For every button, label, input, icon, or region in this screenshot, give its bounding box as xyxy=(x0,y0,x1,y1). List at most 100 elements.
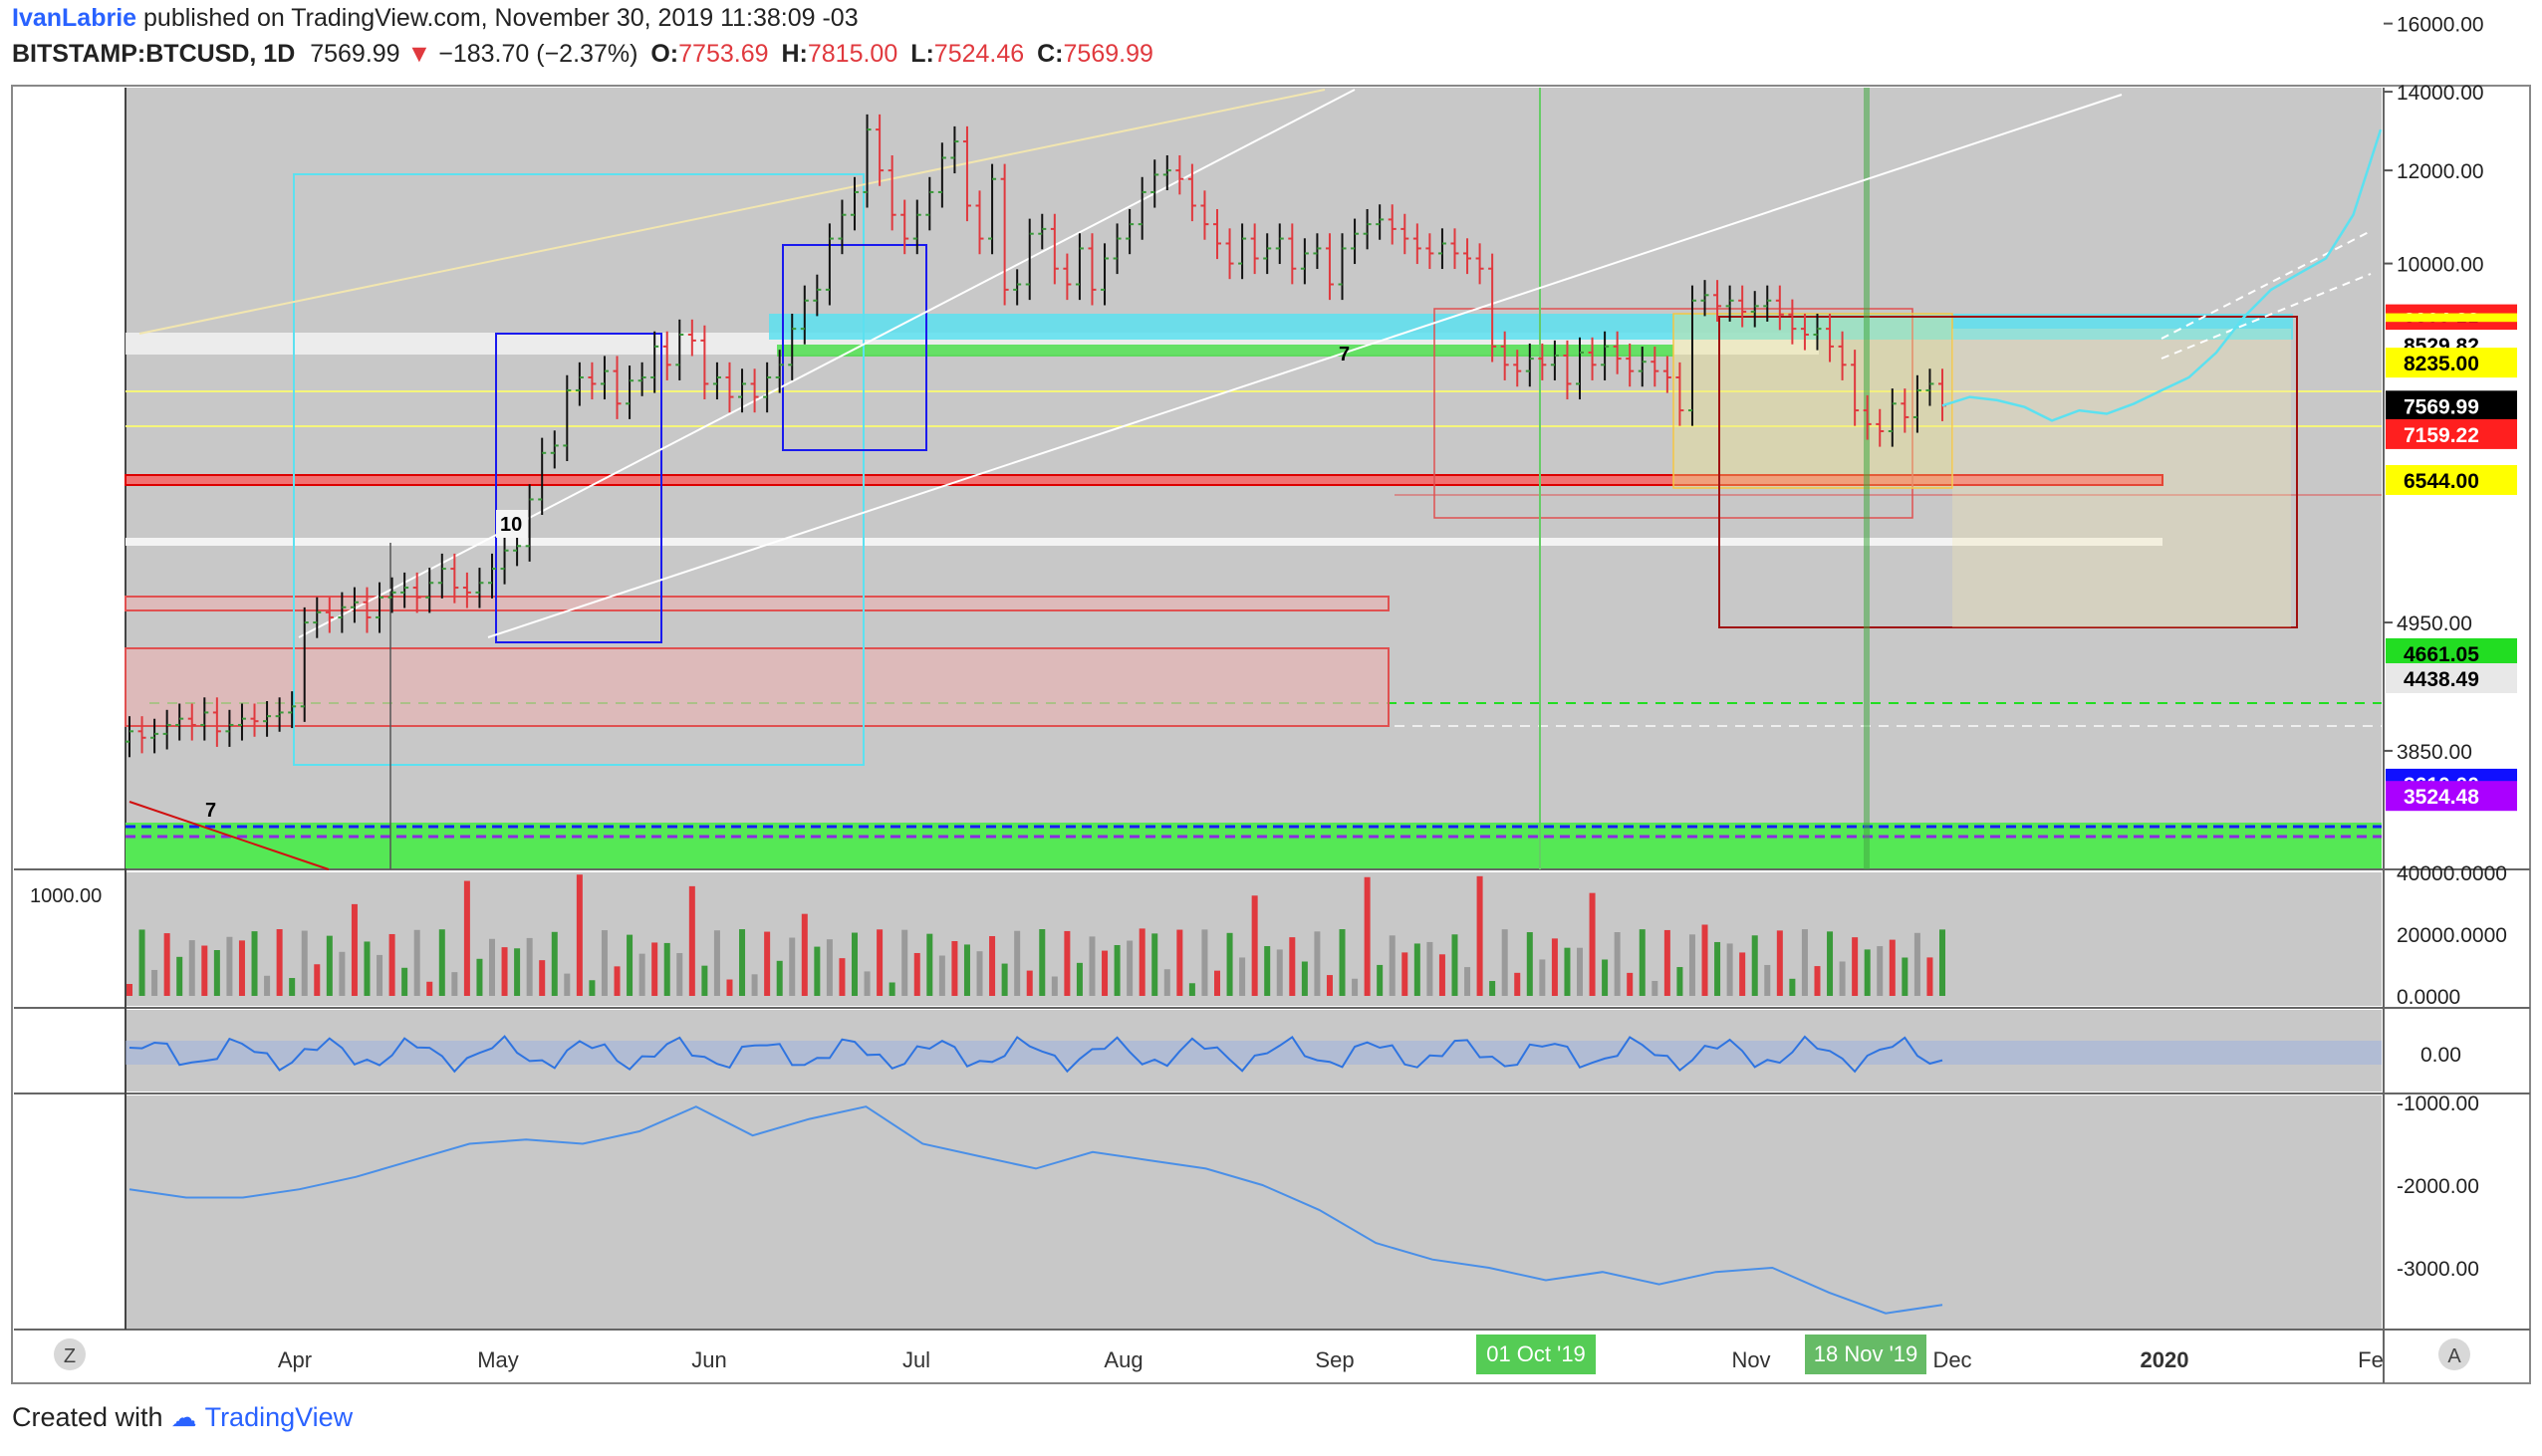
price-label: 8235.00 xyxy=(2404,353,2479,375)
volume-bar xyxy=(1214,970,1220,996)
volume-bar xyxy=(501,947,508,996)
volume-bar xyxy=(289,978,296,996)
created-with-text: Created with xyxy=(12,1402,163,1432)
obv-tick-label: -2000.00 xyxy=(2397,1175,2479,1198)
volume-tick-label: 0.0000 xyxy=(2397,986,2460,1009)
nov-marker-text: 18 Nov '19 xyxy=(1814,1341,1918,1366)
obv-tick-label: -1000.00 xyxy=(2397,1092,2479,1115)
price-change: −183.70 (−2.37%) xyxy=(438,40,638,68)
volume-bar xyxy=(889,982,895,996)
volume-bar xyxy=(476,958,483,996)
volume-bar xyxy=(438,929,445,996)
price-label: 7569.99 xyxy=(2404,395,2479,418)
obv-pane xyxy=(126,1095,2382,1329)
price-axis[interactable]: 16000.00 14000.00 12000.00 10000.00 4950.00 3… xyxy=(2384,14,2484,764)
price-labels: 8964.888809.558662.668529.828235.007569.… xyxy=(2386,304,2517,812)
volume-bar xyxy=(877,929,884,996)
volume-bar xyxy=(963,944,970,996)
volume-bar xyxy=(413,929,420,996)
volume-bar xyxy=(1739,952,1746,996)
tradingview-link[interactable]: TradingView xyxy=(204,1402,354,1432)
volume-bar xyxy=(651,942,658,996)
volume-bar xyxy=(1551,938,1558,996)
volume-bar xyxy=(764,931,771,996)
volume-bar xyxy=(1151,933,1158,996)
volume-bar xyxy=(339,951,346,996)
projection-line xyxy=(1941,128,2383,422)
volume-bar xyxy=(627,934,634,996)
volume-bar xyxy=(539,960,546,996)
symbol-label[interactable]: BITSTAMP:BTCUSD, 1D xyxy=(12,40,296,68)
volume-tick-label: 40000.0000 xyxy=(2397,862,2507,885)
low-value: 7524.46 xyxy=(933,40,1025,68)
volume-bar xyxy=(1163,969,1170,996)
measure-box-cyan xyxy=(293,173,865,766)
volume-bar xyxy=(1364,876,1371,996)
auto-scale-button-label: A xyxy=(2447,1345,2461,1367)
volume-bar xyxy=(1264,946,1271,996)
volume-bar xyxy=(551,931,558,996)
volume-bar xyxy=(1801,929,1808,996)
volume-bar xyxy=(1776,930,1783,996)
x-tick-label: 2020 xyxy=(2141,1347,2189,1372)
volume-bar xyxy=(1688,934,1695,996)
volume-bar xyxy=(726,979,733,996)
volume-bar xyxy=(814,946,821,996)
volume-bar xyxy=(1539,959,1546,996)
volume-bar xyxy=(1076,962,1083,996)
volume-bar xyxy=(1239,957,1246,996)
volume-bar xyxy=(1476,875,1483,996)
volume-bar xyxy=(614,966,621,996)
volume-bar xyxy=(1827,931,1834,996)
price-label-badge xyxy=(2386,781,2517,812)
volume-bar xyxy=(1276,949,1283,996)
volume-bar xyxy=(1289,937,1296,996)
volume-bar xyxy=(1864,949,1871,996)
oct-marker-text: 01 Oct '19 xyxy=(1486,1341,1586,1366)
open-value: 7753.69 xyxy=(678,40,769,68)
zoom-button[interactable] xyxy=(54,1338,86,1370)
volume-bar xyxy=(1301,961,1308,996)
volume-bar xyxy=(989,935,996,996)
y-tick-label: 12000.00 xyxy=(2397,160,2484,183)
volume-bar xyxy=(1589,892,1596,996)
chart-header-line1: IvanLabrie published on TradingView.com,… xyxy=(12,4,859,33)
chart-header-line2: BITSTAMP:BTCUSD, 1D 7569.99 ▼ −183.70 (−… xyxy=(12,40,1153,69)
y-tick-label: 3850.00 xyxy=(2397,741,2472,764)
volume-bar xyxy=(801,913,808,996)
volume-bar xyxy=(326,935,333,996)
volume-bar xyxy=(489,938,495,996)
volume-bar xyxy=(314,964,321,996)
volume-bar xyxy=(127,984,132,996)
volume-bar xyxy=(663,942,670,996)
auto-scale-button[interactable] xyxy=(2438,1338,2470,1370)
volume-bar xyxy=(1852,937,1859,996)
x-tick-label: Apr xyxy=(278,1347,312,1372)
volume-bar xyxy=(426,981,433,996)
volume-bar xyxy=(377,954,383,996)
volume-bar xyxy=(688,885,695,996)
volume-bar xyxy=(789,937,796,996)
high-value: 7815.00 xyxy=(807,40,898,68)
volume-bar xyxy=(514,948,521,996)
volume-bar xyxy=(1314,931,1321,996)
volume-bar xyxy=(1026,970,1033,996)
author-link[interactable]: IvanLabrie xyxy=(12,4,137,32)
volume-bar xyxy=(1726,943,1733,996)
volume-bar xyxy=(926,933,933,996)
count-label: 7 xyxy=(205,800,216,822)
osc-tick-label: 0.00 xyxy=(2420,1044,2461,1067)
x-tick-label: Fe xyxy=(2358,1347,2384,1372)
volume-bar xyxy=(1814,966,1821,996)
volume-bar xyxy=(1602,959,1609,996)
high-label: H: xyxy=(781,40,808,68)
osc-line xyxy=(128,1035,1943,1074)
volume-bar xyxy=(1413,943,1420,996)
volume-bar xyxy=(401,967,408,996)
volume-bar xyxy=(1514,972,1521,996)
x-tick-label: Sep xyxy=(1315,1347,1354,1372)
volume-bar xyxy=(1426,941,1433,996)
volume-bar xyxy=(1676,967,1683,996)
y-tick-label: 16000.00 xyxy=(2397,14,2484,37)
